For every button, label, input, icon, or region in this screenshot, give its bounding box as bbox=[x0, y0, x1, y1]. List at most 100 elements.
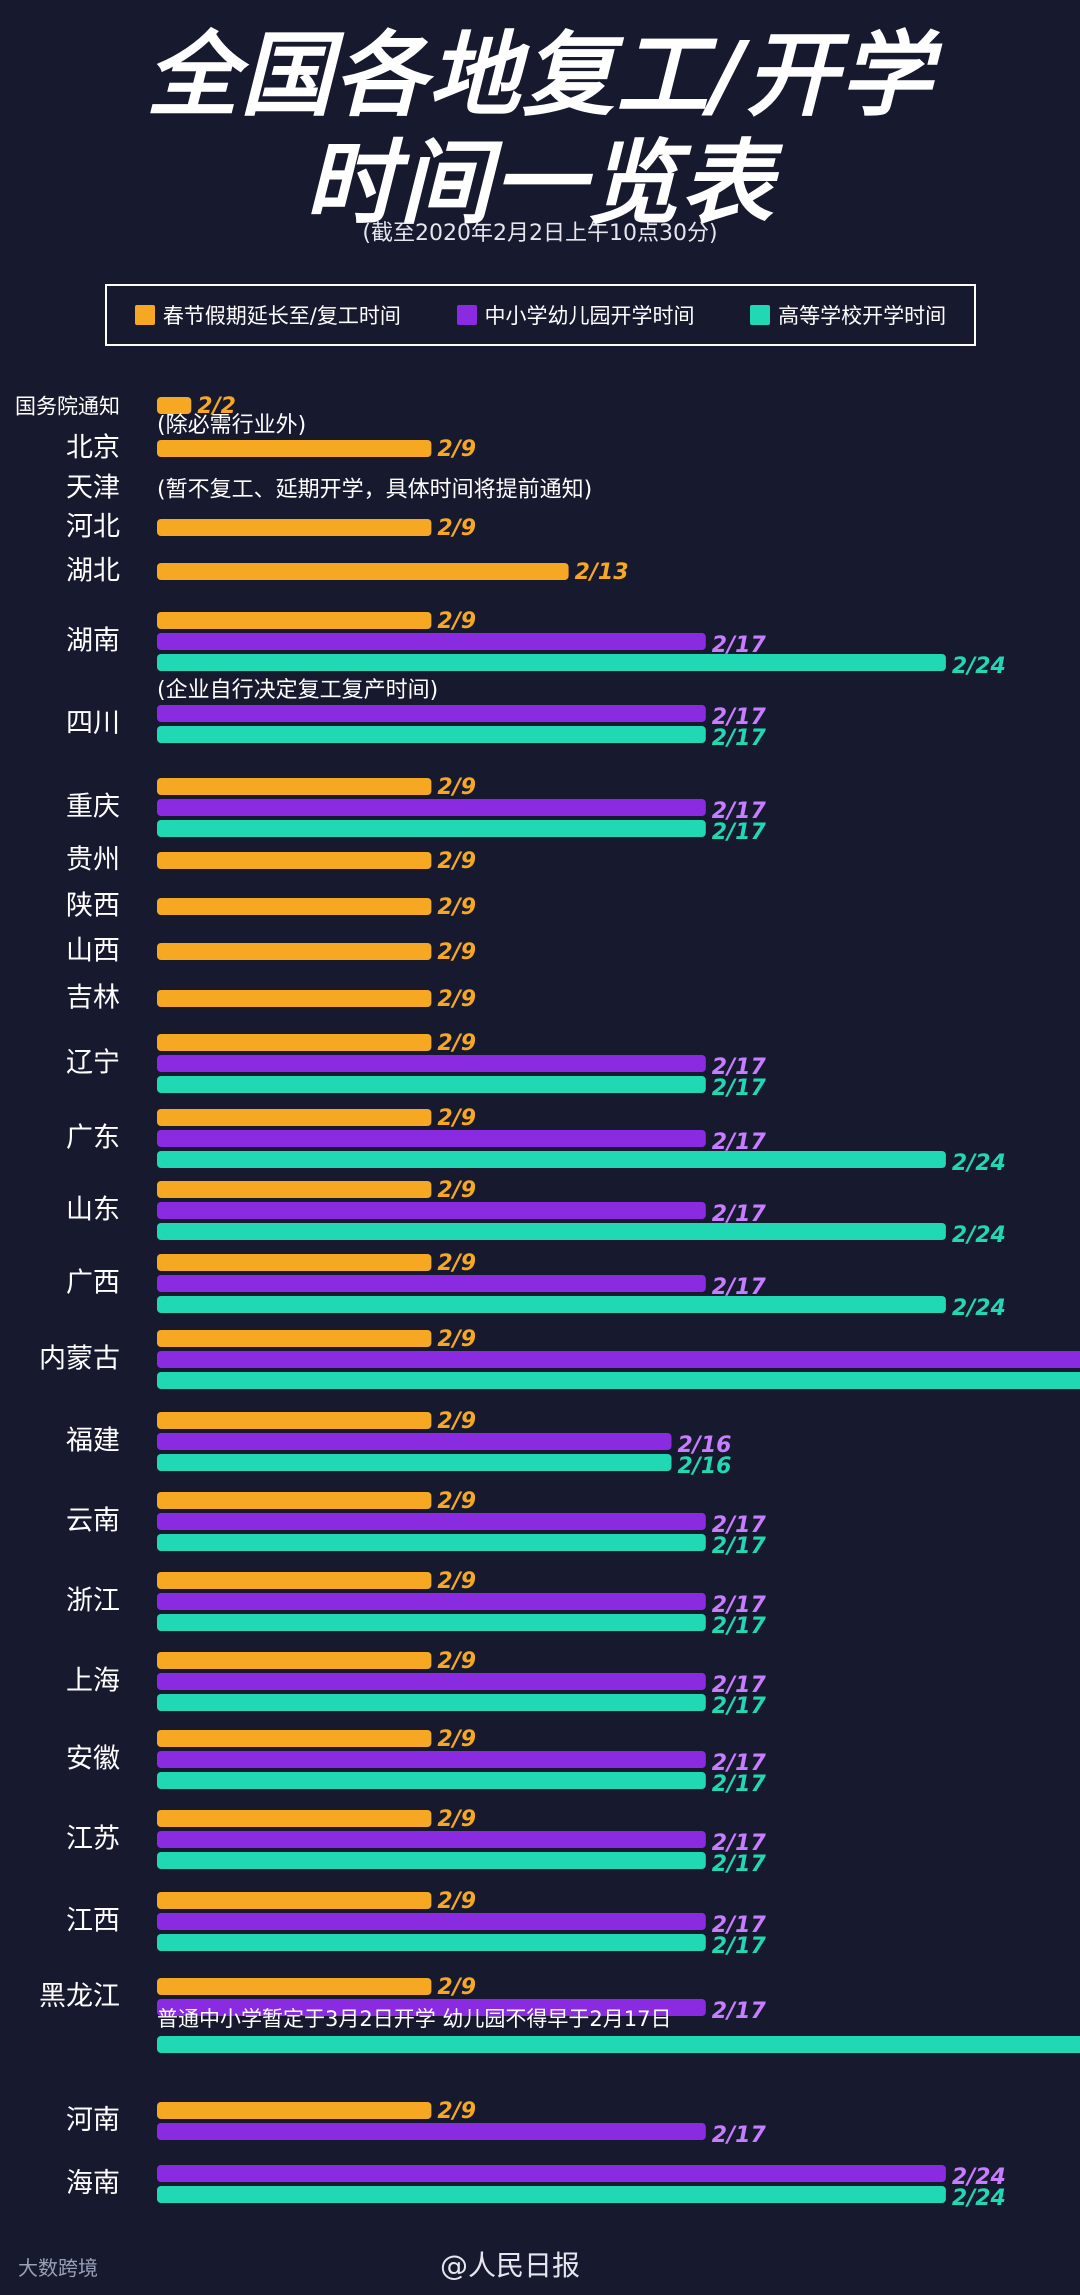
bar-university bbox=[157, 1151, 946, 1168]
footer: 大数跨境 @人民日报 bbox=[0, 2240, 1080, 2290]
bar-university bbox=[157, 654, 946, 671]
bar-school bbox=[157, 1202, 706, 1219]
legend-item-university: 高等学校开学时间 bbox=[750, 300, 946, 330]
bar-university bbox=[157, 1694, 706, 1711]
row-note-2: 普通中小学暂定于3月2日开学 幼儿园不得早于2月17日 bbox=[157, 2007, 671, 2031]
value-label-work: 2/9 bbox=[437, 1251, 476, 1276]
bar-work bbox=[157, 1109, 432, 1126]
bar-school bbox=[157, 1999, 706, 2016]
bar-work bbox=[157, 1978, 432, 1995]
title-line-1: 全国各地复工/开学 bbox=[146, 22, 934, 129]
region-label: 浙江 bbox=[66, 1586, 120, 1617]
value-label-school: 2/17 bbox=[712, 1513, 767, 1538]
page-title: 全国各地复工/开学 时间一览表 bbox=[0, 22, 1080, 238]
value-label-school: 2/17 bbox=[712, 1055, 767, 1080]
region-label: 湖南 bbox=[66, 626, 120, 657]
value-label-university: 2/17 bbox=[712, 1852, 767, 1877]
bar-work bbox=[157, 563, 569, 580]
value-label-school: 2/17 bbox=[712, 633, 767, 658]
bar-university bbox=[157, 1534, 706, 1551]
value-label-school: 2/17 bbox=[712, 1999, 767, 2024]
value-label-university: 2/16 bbox=[678, 1454, 732, 1479]
value-label-work: 2/9 bbox=[437, 1807, 476, 1832]
bar-work bbox=[157, 990, 432, 1007]
bar-work bbox=[157, 2102, 432, 2119]
bar-work bbox=[157, 852, 432, 869]
value-label-university: 2/24 bbox=[952, 654, 1006, 679]
value-label-school: 2/17 bbox=[712, 705, 767, 730]
value-label-work: 2/9 bbox=[437, 2099, 476, 2124]
legend-label-school: 中小学幼儿园开学时间 bbox=[484, 304, 695, 328]
value-label-work: 2/9 bbox=[437, 940, 476, 965]
region-label: 国务院通知 bbox=[15, 395, 120, 419]
value-label-university: 2/24 bbox=[952, 1223, 1006, 1248]
watermark-center: @人民日报 bbox=[440, 2249, 581, 2282]
bar-school bbox=[157, 2165, 946, 2182]
region-label: 吉林 bbox=[66, 983, 120, 1014]
value-label-university: 2/17 bbox=[712, 1076, 767, 1101]
bar-work bbox=[157, 1034, 432, 1051]
bar-school bbox=[157, 633, 706, 650]
region-label: 黑龙江 bbox=[39, 1981, 120, 2012]
bar-work bbox=[157, 943, 432, 960]
value-label-work: 2/9 bbox=[437, 849, 476, 874]
region-label: 江苏 bbox=[66, 1824, 120, 1855]
value-label-university: 2/17 bbox=[712, 1772, 767, 1797]
value-label-school: 2/17 bbox=[712, 1202, 767, 1227]
row-note: (除必需行业外) bbox=[157, 413, 306, 438]
value-label-university: 2/24 bbox=[952, 1151, 1006, 1176]
bar-work bbox=[157, 1330, 432, 1347]
value-label-school: 2/17 bbox=[712, 1751, 767, 1776]
value-label-work: 2/9 bbox=[437, 1649, 476, 1674]
region-label: 江西 bbox=[66, 1906, 120, 1937]
bar-work bbox=[157, 1572, 432, 1589]
value-label-school: 2/17 bbox=[712, 1593, 767, 1618]
region-label: 广西 bbox=[66, 1268, 120, 1299]
region-label: 河北 bbox=[66, 512, 120, 543]
bar-school bbox=[157, 799, 706, 816]
region-label: 湖北 bbox=[66, 556, 120, 587]
title-line-2: 时间一览表 bbox=[304, 130, 775, 237]
bar-work bbox=[157, 519, 432, 536]
bar-school bbox=[157, 1513, 706, 1530]
value-label-university: 2/17 bbox=[712, 820, 767, 845]
legend-swatch-work bbox=[134, 305, 155, 325]
value-label-work: 2/9 bbox=[437, 1327, 476, 1352]
value-label-school: 2/17 bbox=[712, 2123, 767, 2148]
bar-work bbox=[157, 612, 432, 629]
bar-work bbox=[157, 1652, 432, 1669]
bar-university bbox=[157, 1934, 706, 1951]
value-label-university: 2/24 bbox=[952, 2186, 1006, 2211]
region-label: 重庆 bbox=[66, 792, 120, 823]
row-note: (暂不复工、延期开学，具体时间将提前通知) bbox=[157, 478, 592, 503]
value-label-work: 2/9 bbox=[437, 1031, 476, 1056]
bar-work bbox=[157, 898, 432, 915]
value-label-work: 2/9 bbox=[437, 1975, 476, 2000]
bar-university bbox=[157, 1454, 672, 1471]
value-label-work: 2/9 bbox=[437, 609, 476, 634]
bar-university bbox=[157, 1372, 1080, 1389]
legend-swatch-university bbox=[750, 305, 771, 325]
region-label: 广东 bbox=[66, 1123, 120, 1154]
value-label-school: 2/17 bbox=[712, 1275, 767, 1300]
region-label: 天津 bbox=[66, 473, 120, 504]
bar-school bbox=[157, 1351, 1080, 1368]
legend-item-work: 春节假期延长至/复工时间 bbox=[134, 300, 401, 330]
region-label: 陕西 bbox=[66, 891, 120, 922]
bar-work bbox=[157, 778, 432, 795]
bar-work bbox=[157, 1892, 432, 1909]
bar-school bbox=[157, 1751, 706, 1768]
region-label: 安徽 bbox=[66, 1744, 120, 1775]
value-label-university: 2/24 bbox=[952, 1296, 1006, 1321]
value-label-work: 2/9 bbox=[437, 775, 476, 800]
bar-extra bbox=[157, 2036, 1080, 2053]
region-label: 北京 bbox=[66, 433, 120, 464]
region-label: 云南 bbox=[66, 1506, 120, 1537]
region-label: 海南 bbox=[66, 2168, 120, 2199]
region-label: 内蒙古 bbox=[39, 1344, 120, 1375]
bar-school bbox=[157, 705, 706, 722]
bar-work bbox=[157, 1254, 432, 1271]
value-label-school: 2/16 bbox=[678, 1433, 732, 1458]
bar-school bbox=[157, 1130, 706, 1147]
value-label-work: 2/9 bbox=[437, 1569, 476, 1594]
